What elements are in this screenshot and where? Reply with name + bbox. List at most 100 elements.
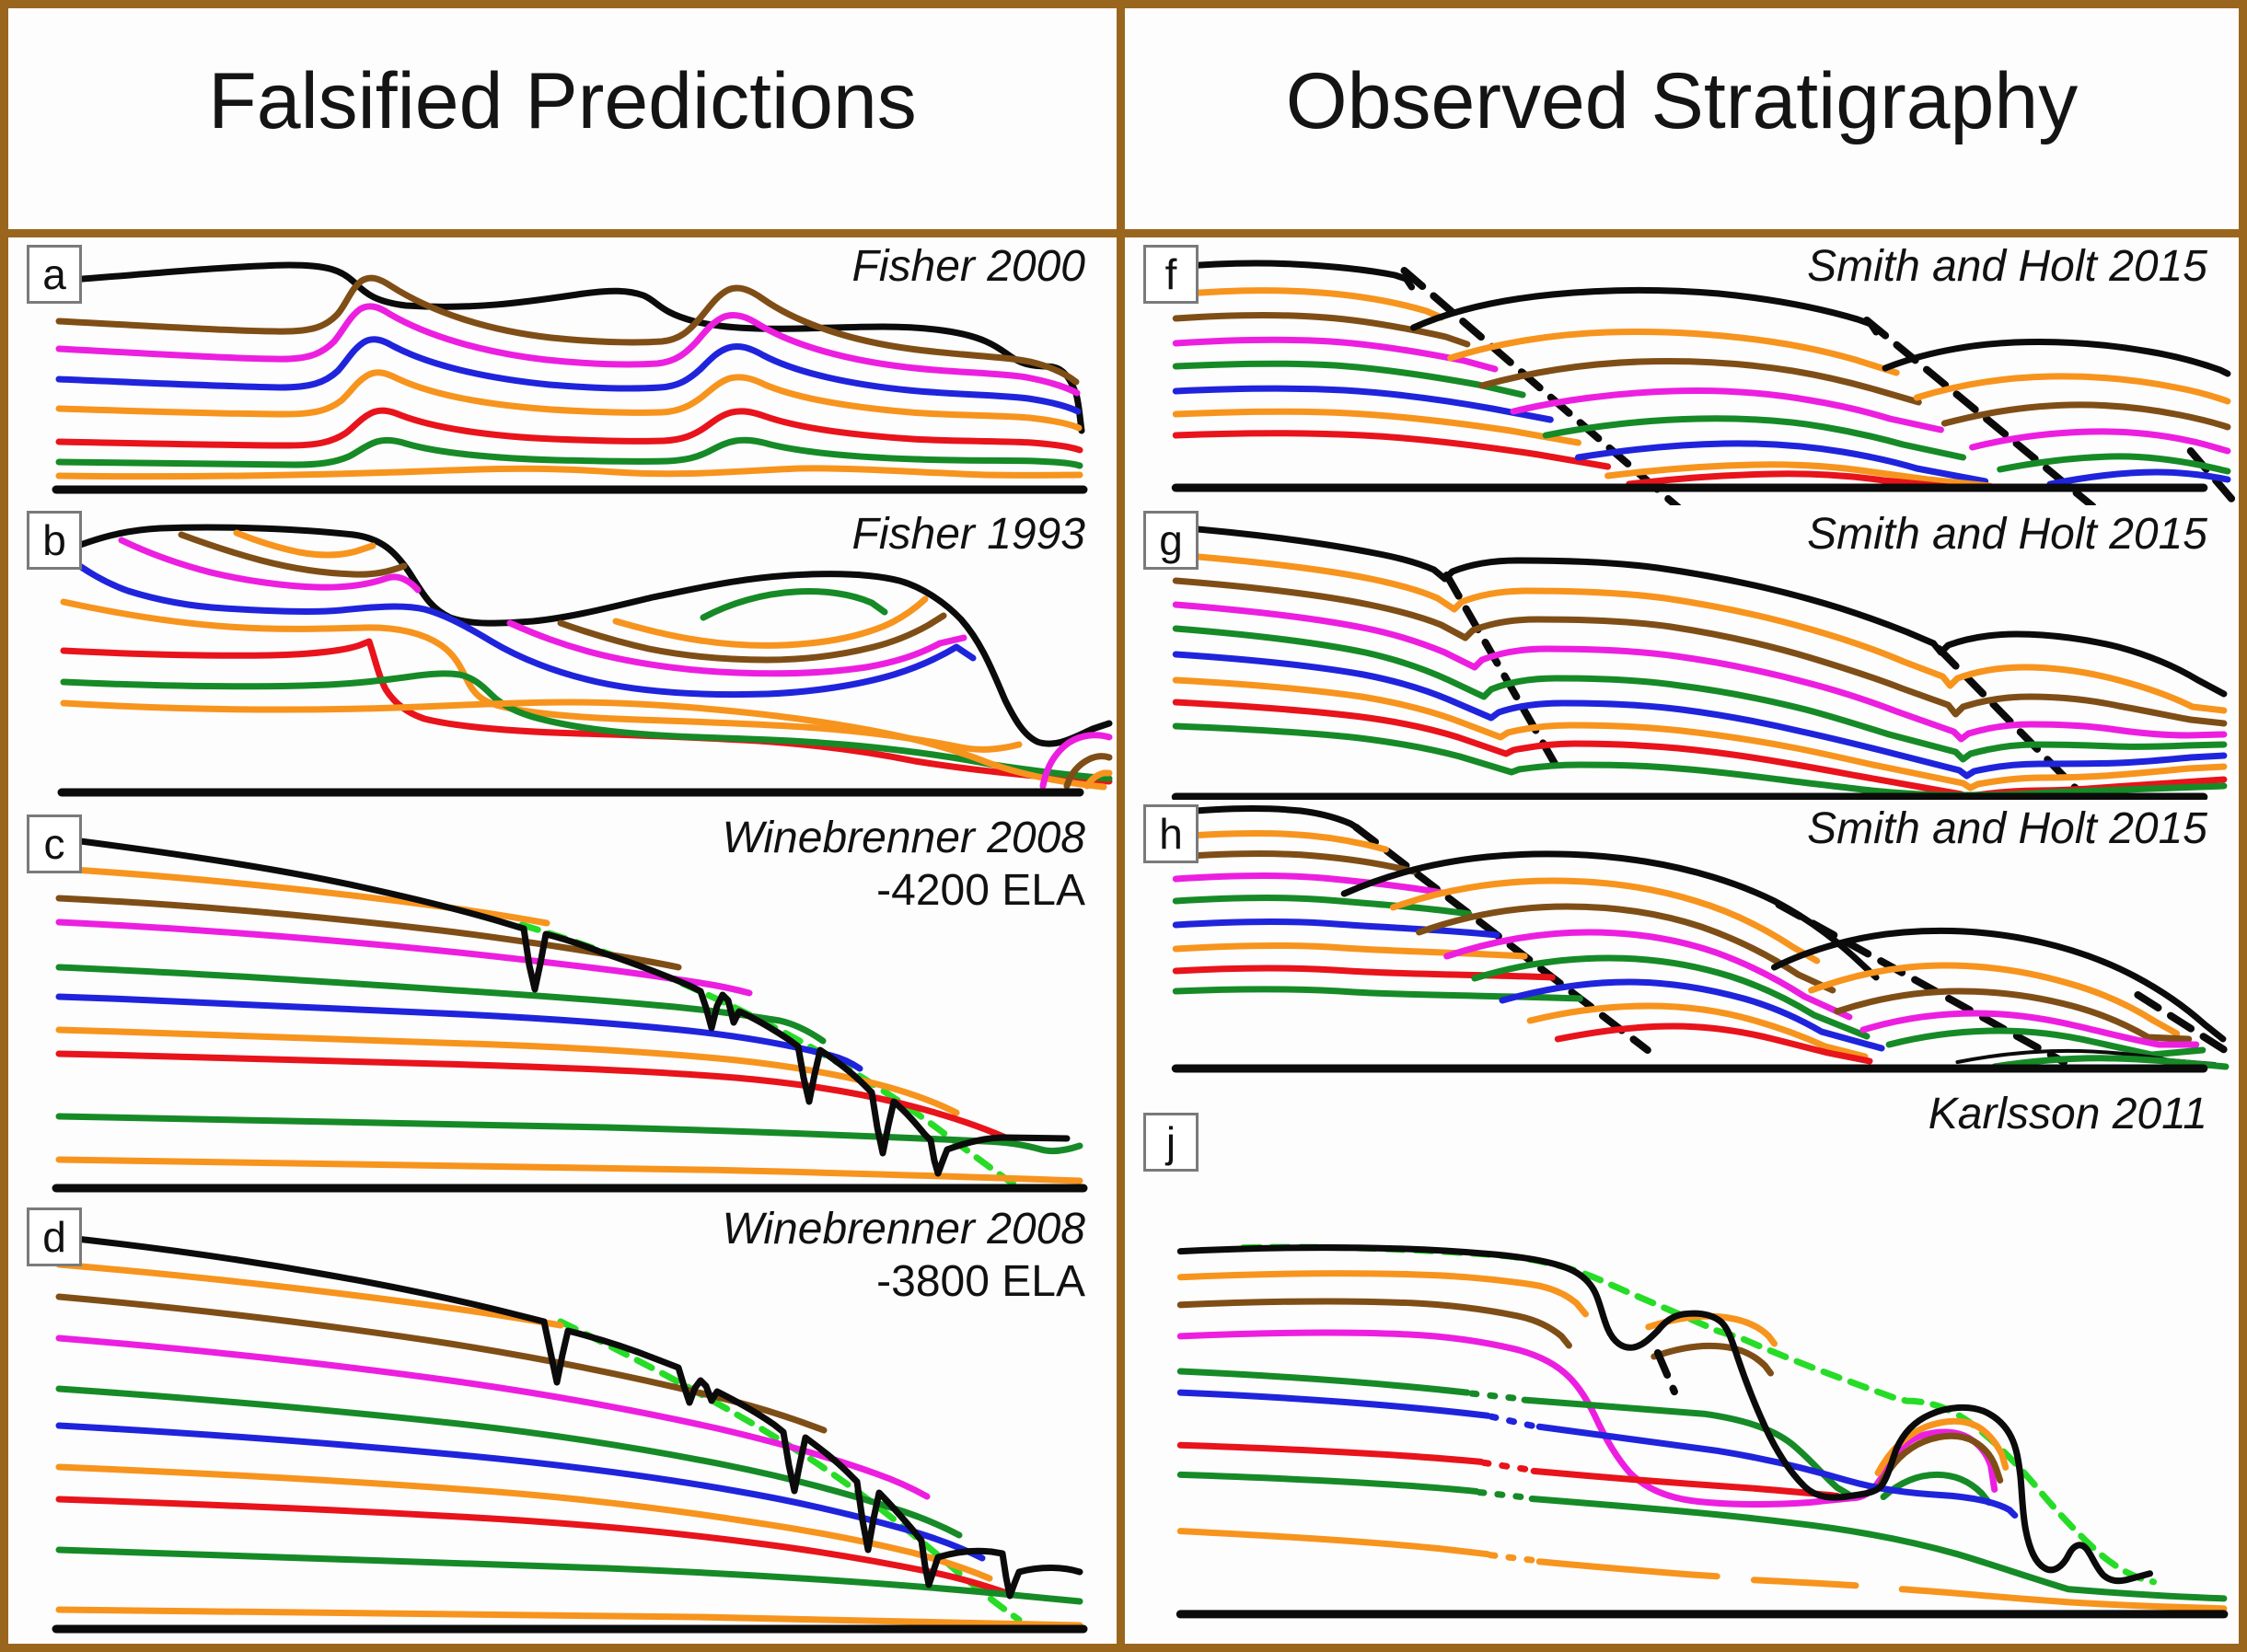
dome1-shell-brown [178, 531, 408, 578]
bottom-layer-orange [1176, 1528, 1491, 1558]
stack3-brown [1834, 988, 2193, 1043]
layer-line-orange [55, 369, 1083, 432]
layer-line-brown [55, 895, 682, 971]
layer-line-brown [55, 274, 1080, 386]
mid-layer-red [1176, 1441, 1485, 1465]
panel-c-drawing [52, 835, 1088, 1193]
citation-a: Fisher 2000 [851, 242, 1085, 291]
deep-layer-red [60, 638, 1113, 785]
dome2-shell-magenta [506, 619, 967, 677]
citation-c: Winebrenner 2008 -4200 ELA [723, 813, 1086, 917]
panel-letter: b [42, 516, 66, 564]
fault-line-dashed [2186, 447, 2237, 504]
dome2-shell-orange [612, 595, 929, 649]
panel-a: a Fisher 2000 [8, 237, 1117, 505]
stack3-orange [1913, 373, 2231, 405]
corner-arc-orange [1083, 769, 1113, 790]
layer-line-black [1172, 524, 2228, 698]
panel-c: c Winebrenner 2008 -4200 ELA [8, 809, 1117, 1200]
panel-h: h Smith and Holt 2015 [1125, 800, 2239, 1076]
deep-layer-orange [60, 598, 1023, 753]
stack2-magenta [1510, 387, 1944, 433]
panel-letter: h [1159, 810, 1183, 858]
mid-layer-green-right [1521, 1396, 1852, 1497]
stack3-green2 [1991, 1055, 2230, 1070]
layer-line-orange3 [55, 1156, 1083, 1184]
stack3-orange [1808, 962, 2181, 1037]
citation-j: Karlsson 2011 [1928, 1090, 2207, 1138]
panel-letter: j [1165, 1118, 1176, 1166]
low-layer-green [1176, 1471, 1480, 1495]
panel-letter: c [43, 820, 65, 868]
citation-text: Winebrenner 2008 [722, 1205, 1086, 1253]
panel-j-drawing [1176, 1243, 2229, 1619]
crevassed-surface-line [55, 835, 1071, 1177]
stack1-blue [1172, 385, 1554, 423]
upper-layer-brown [1176, 1298, 1572, 1349]
stack2-brown [1478, 357, 1922, 406]
stack1-orange [1172, 829, 1389, 853]
layer-line-magenta [1172, 601, 2228, 743]
bottom-layer-orange-p2 [1535, 1558, 1720, 1580]
dome1-shell-blue [62, 552, 977, 699]
magenta-layer [1176, 1329, 1998, 1508]
layer-line-magenta [55, 303, 1081, 397]
panel-a-drawing [52, 261, 1088, 494]
citation-h: Smith and Holt 2015 [1807, 804, 2207, 853]
deep-layer-green [60, 670, 1113, 782]
layer-line-brown [1172, 577, 2228, 727]
fault-line-dashed [1352, 824, 1651, 1054]
citation-b: Fisher 1993 [851, 510, 1085, 559]
stack1-green [1172, 894, 1473, 918]
panel-label-g: g [1143, 511, 1199, 570]
stack1-orange [1172, 287, 1445, 321]
panel-label-h: h [1143, 804, 1199, 863]
stack1-magenta [1172, 336, 1499, 373]
citation-d: Winebrenner 2008 -3800 ELA [723, 1204, 1086, 1308]
panel-letter: a [42, 250, 66, 298]
panel-f: f Smith and Holt 2015 [1125, 237, 2239, 505]
panel-letter: d [42, 1213, 66, 1261]
corner-arc-brown [1063, 753, 1113, 790]
mid-layer-blue-gap [1488, 1413, 1540, 1430]
mid-layer-blue [1176, 1389, 1491, 1419]
mid-layer-green-gap [1468, 1390, 1526, 1403]
panel-j: j Karlsson 2011 [1125, 1076, 2239, 1644]
stack-green [1880, 1471, 1993, 1507]
stack2-red [1626, 470, 1952, 491]
bottom-layer-orange-p4 [1898, 1586, 2228, 1612]
layer-line-green2 [55, 1113, 1083, 1155]
stack1-brown [1172, 849, 1418, 875]
layer-line-orange2 [55, 1463, 993, 1582]
stack1-orange2 [1172, 942, 1528, 960]
surface-line [60, 524, 1113, 747]
stack3-cap-black [1882, 338, 2231, 377]
layer-line-red [55, 1050, 1015, 1144]
layer-line-green2 [55, 1546, 1083, 1605]
panel-label-d: d [27, 1207, 82, 1266]
deep-layer-orange-bottom [60, 699, 1107, 791]
layer-line-orange2 [55, 1026, 960, 1116]
mid-layer-red-gap [1480, 1459, 1535, 1473]
panel-letter: g [1159, 516, 1183, 564]
surface-line [1176, 1244, 2154, 1585]
citation-ela: -4200 ELA [876, 865, 1085, 915]
layer-line-orange2 [1172, 676, 2228, 791]
layer-line-green [55, 436, 1083, 469]
layer-line-orange [1172, 551, 2228, 714]
panel-label-a: a [27, 245, 82, 304]
stack1-blue [1172, 918, 1500, 939]
panel-b: b Fisher 1993 [8, 505, 1117, 809]
corner-arc-magenta [1039, 732, 1113, 790]
stack-brown [1876, 1432, 2004, 1489]
panel-label-f: f [1143, 245, 1199, 304]
layer-line-green [55, 964, 827, 1045]
stack2-red [1554, 1022, 1873, 1065]
bump2-brown [1651, 1342, 1774, 1377]
citation-ela: -3800 ELA [876, 1256, 1085, 1306]
layer-line-blue [55, 1422, 986, 1562]
layer-line-green [1172, 625, 2228, 763]
layer-line-orange-bottom [55, 465, 1083, 480]
stack1-green [1172, 360, 1526, 399]
mid-layer-green [1176, 1368, 1471, 1396]
